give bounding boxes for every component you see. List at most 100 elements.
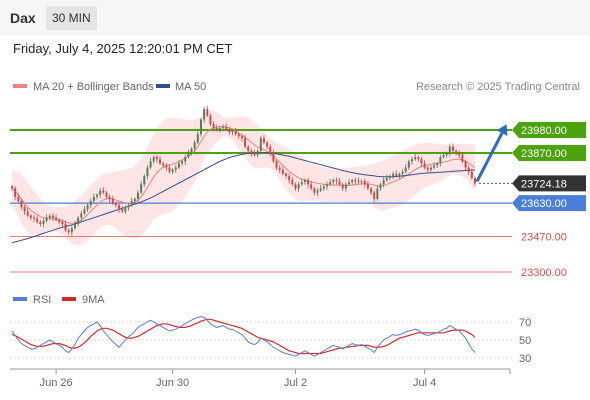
candle xyxy=(199,117,202,137)
forecast-arrow-head xyxy=(496,124,508,136)
candle xyxy=(420,156,423,167)
candle xyxy=(436,161,439,169)
candle xyxy=(281,166,284,176)
candle xyxy=(121,206,124,214)
candle xyxy=(20,199,23,210)
candle xyxy=(102,187,105,195)
candle xyxy=(325,181,328,190)
candle xyxy=(363,178,366,188)
candle xyxy=(77,216,80,227)
x-tick-label: Jul 4 xyxy=(413,377,436,389)
rsi-ma-legend-swatch xyxy=(62,297,76,301)
candle xyxy=(253,149,256,157)
candle xyxy=(338,177,341,186)
candle xyxy=(262,135,265,145)
candle xyxy=(256,149,259,158)
candle xyxy=(272,149,275,163)
level-label: 23724.18 xyxy=(521,178,567,190)
candle xyxy=(429,165,432,174)
candle xyxy=(29,213,32,221)
candle xyxy=(234,127,237,136)
candle xyxy=(206,105,209,118)
candle xyxy=(73,220,76,230)
candle xyxy=(266,140,269,150)
candle xyxy=(149,157,152,170)
candle xyxy=(26,208,29,218)
candle xyxy=(48,213,51,221)
candle xyxy=(445,151,448,158)
bollinger-band-fill xyxy=(12,110,475,245)
candle xyxy=(108,194,111,203)
candle xyxy=(99,188,102,199)
candle xyxy=(55,214,58,222)
candle xyxy=(222,124,225,132)
x-tick-label: Jun 26 xyxy=(40,377,73,389)
candle xyxy=(423,160,426,170)
candle xyxy=(181,159,184,166)
candle xyxy=(332,178,335,185)
ma20-legend-swatch xyxy=(13,84,27,88)
candle xyxy=(17,193,20,203)
candle xyxy=(291,176,294,186)
candle xyxy=(442,151,445,159)
candle xyxy=(96,193,99,200)
candle xyxy=(61,219,64,228)
ma20-line xyxy=(11,125,476,224)
candle xyxy=(458,150,461,159)
candle xyxy=(190,147,193,156)
candle xyxy=(225,123,228,131)
candle xyxy=(215,124,218,132)
timeframe-button[interactable]: 30 MIN xyxy=(46,6,97,30)
candle xyxy=(467,165,470,176)
candle xyxy=(379,182,382,191)
candle xyxy=(58,218,61,225)
moving-averages xyxy=(11,125,476,244)
candle xyxy=(288,173,291,184)
candle xyxy=(23,204,26,215)
candle xyxy=(433,162,436,170)
level-tag-resistance xyxy=(512,122,586,138)
level-label: 23980.00 xyxy=(521,125,567,137)
rsi-ma-legend-label: 9MA xyxy=(82,294,105,306)
candle xyxy=(111,195,114,205)
candle xyxy=(411,156,414,165)
candle xyxy=(212,121,215,132)
candle xyxy=(360,179,363,185)
ma20-legend-label: MA 20 + Bollinger Bands xyxy=(33,81,154,93)
candle xyxy=(196,130,199,145)
candle xyxy=(177,160,180,170)
candle xyxy=(14,185,17,201)
candle xyxy=(370,186,373,196)
candle xyxy=(316,188,319,196)
rsi-legend: RSI 9MA xyxy=(13,294,105,306)
candle xyxy=(124,205,127,214)
rsi-tick-label: 70 xyxy=(519,317,531,329)
candle xyxy=(300,178,303,186)
candle xyxy=(382,177,385,188)
candle xyxy=(247,145,250,154)
candle xyxy=(439,154,442,167)
candle xyxy=(313,186,316,196)
forecast-arrow xyxy=(475,124,508,183)
candle xyxy=(33,215,36,223)
candle xyxy=(310,180,313,191)
level-label: 23630.00 xyxy=(521,198,567,210)
candle xyxy=(159,155,162,166)
candle xyxy=(348,178,351,186)
candle xyxy=(455,149,458,156)
candle xyxy=(187,149,190,159)
candle xyxy=(404,164,407,174)
copyright-text: Research © 2025 Trading Central xyxy=(416,81,580,93)
candle xyxy=(414,153,417,161)
candle xyxy=(67,228,70,235)
candle xyxy=(351,178,354,185)
symbol-label: Dax xyxy=(10,10,36,26)
candle xyxy=(203,106,206,123)
rsi-legend-label: RSI xyxy=(33,294,51,306)
candle xyxy=(136,190,139,203)
candle xyxy=(285,172,288,179)
candle xyxy=(417,155,420,162)
candle xyxy=(259,135,262,155)
candle xyxy=(130,197,133,207)
